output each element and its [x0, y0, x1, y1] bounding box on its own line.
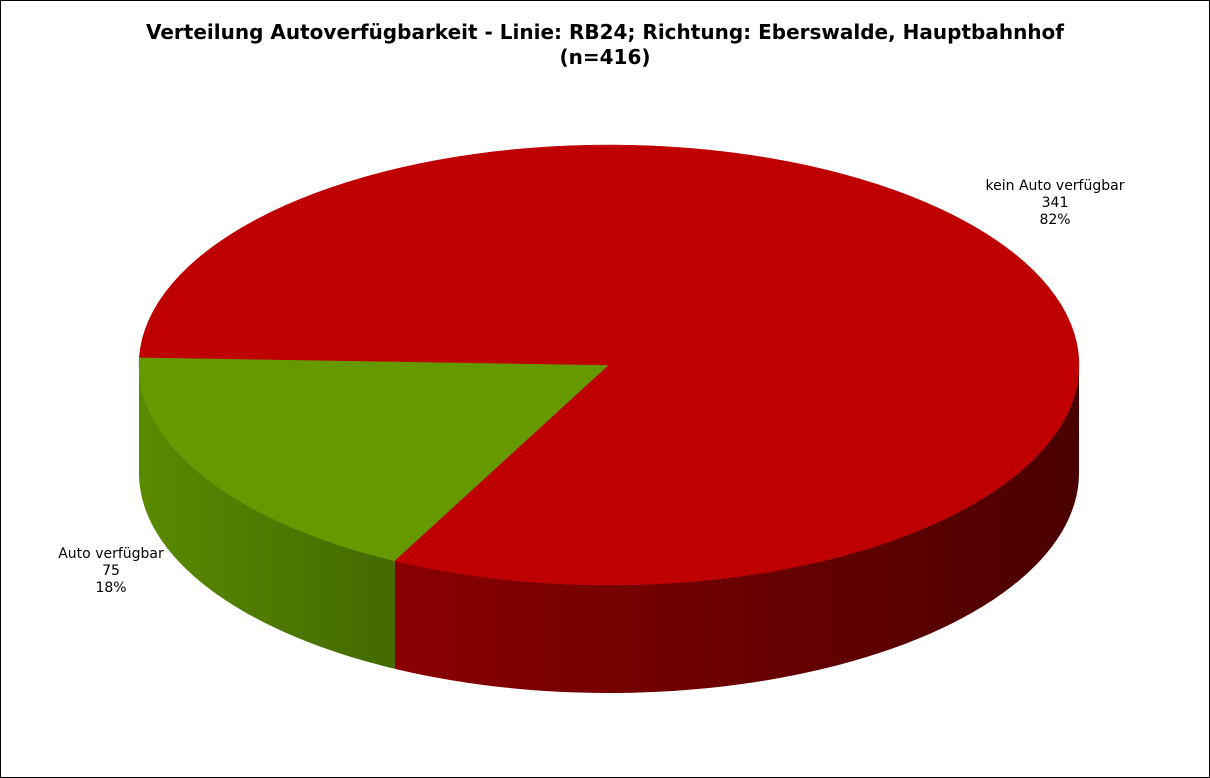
pie-side-auto: [139, 365, 395, 669]
pie-side-kein-auto: [394, 365, 1079, 693]
slice-label-percent: 18%: [95, 580, 127, 596]
pie-top-faces: [138, 144, 1080, 586]
slice-label-percent: 82%: [1039, 212, 1071, 228]
pie-slice-auto: [138, 357, 610, 562]
pie-slice-kein-auto: [139, 144, 1080, 586]
slice-label-auto: Auto verfügbar 75 18%: [58, 546, 164, 597]
slice-label-value: 75: [102, 563, 120, 579]
pie-side-walls: [139, 365, 1079, 693]
chart-title: Verteilung Autoverfügbarkeit - Linie: RB…: [0, 20, 1210, 70]
slice-label-value: 341: [1041, 195, 1069, 211]
chart-title-line-2: (n=416): [559, 45, 651, 69]
slice-label-kein-auto: kein Auto verfügbar 341 82%: [986, 178, 1125, 229]
slice-label-category: Auto verfügbar: [58, 546, 164, 562]
chart-title-line-1: Verteilung Autoverfügbarkeit - Linie: RB…: [145, 20, 1064, 44]
slice-label-category: kein Auto verfügbar: [985, 178, 1125, 194]
